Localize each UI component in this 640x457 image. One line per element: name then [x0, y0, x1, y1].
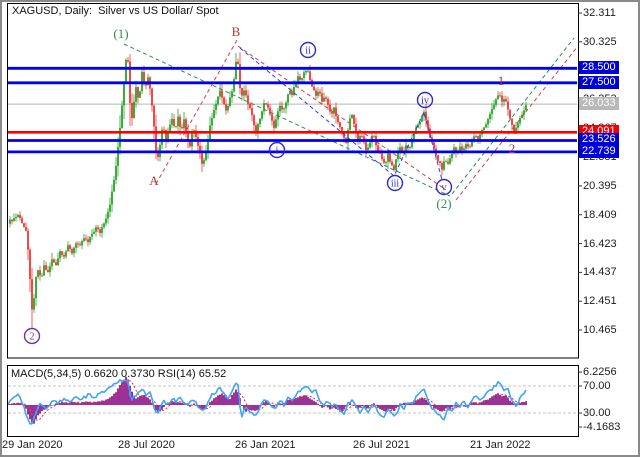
wave-label-iv-3[interactable]: iv — [416, 91, 434, 109]
main-panel-border — [7, 3, 579, 359]
svg-text:2: 2 — [30, 332, 35, 343]
chart-title: XAGUSD, Daily: Silver vs US Dollar/ Spot — [12, 5, 219, 17]
svg-text:i: i — [276, 146, 279, 157]
svg-text:iii: iii — [391, 179, 400, 190]
indicator-tick-30.00: 30.00 — [583, 407, 611, 419]
wave-label-2-11[interactable]: 2 — [23, 327, 41, 345]
x-axis-label-0: 29 Jan 2020 — [2, 439, 63, 451]
x-axis-label-2: 26 Jan 2021 — [235, 439, 296, 451]
wave-label-iii-7[interactable]: iii — [386, 174, 404, 192]
wave-label-1-4[interactable]: 1 — [498, 73, 505, 88]
x-axis-label-1: 28 Jul 2020 — [118, 439, 175, 451]
svg-text:1: 1 — [498, 73, 505, 88]
level-lines[interactable] — [8, 66, 577, 154]
svg-text:A: A — [149, 173, 159, 188]
rsi-line — [8, 378, 527, 425]
indicator-tick-6.2256: 6.2256 — [583, 366, 617, 379]
candlestick-series — [9, 52, 527, 329]
indicator-tick-70.00: 70.00 — [583, 380, 611, 392]
svg-text:2: 2 — [509, 141, 516, 156]
indicator-title: MACD(5,34,5) 0.6620 0.3730 RSI(14) 65.52 — [11, 368, 227, 380]
trend-line-red[interactable] — [155, 39, 238, 185]
indicator-tick--4.1683: -4.1683 — [583, 421, 621, 434]
price-tick-16.423: 16.423 — [583, 237, 617, 250]
wave-label-2-10[interactable]: 2 — [509, 141, 516, 156]
indicator-panel-border — [7, 365, 579, 437]
price-tick-20.395: 20.395 — [583, 179, 617, 192]
trend-line-red[interactable] — [237, 45, 447, 191]
x-axis-label-4: 21 Jan 2022 — [470, 439, 531, 451]
wave-label-v-8[interactable]: v — [435, 178, 453, 196]
wave-label-1-0[interactable]: (1) — [113, 26, 128, 41]
indicator-area[interactable] — [7, 376, 577, 425]
main-chart-area[interactable] — [8, 37, 578, 329]
wave-label-A-5[interactable]: A — [149, 173, 159, 188]
price-tick-32.311: 32.311 — [583, 7, 616, 19]
trend-line-blue[interactable] — [239, 47, 443, 181]
macd-signal-line — [8, 380, 527, 421]
price-tick-12.451: 12.451 — [583, 295, 617, 308]
svg-text:iv: iv — [421, 96, 429, 107]
price-tick-10.465: 10.465 — [583, 324, 617, 337]
trend-line-red[interactable] — [455, 46, 578, 201]
wave-label-B-1[interactable]: B — [232, 24, 241, 39]
svg-text:(1): (1) — [113, 26, 128, 41]
level-badge-28.500: 28.500 — [579, 61, 619, 75]
level-badge-27.500: 27.500 — [579, 75, 619, 89]
svg-text:B: B — [232, 24, 241, 39]
price-tick-18.409: 18.409 — [583, 208, 617, 221]
svg-text:v: v — [442, 183, 447, 194]
svg-text:ii: ii — [305, 46, 311, 57]
wave-label-ii-2[interactable]: ii — [299, 41, 317, 59]
wave-label-2-9[interactable]: (2) — [436, 196, 451, 211]
level-badge-23.526: 23.526 — [579, 133, 619, 147]
trend-line-green[interactable] — [451, 37, 575, 195]
x-axis-label-3: 26 Jul 2021 — [353, 439, 410, 451]
level-badge-22.739: 22.739 — [579, 144, 619, 158]
svg-text:(2): (2) — [436, 196, 451, 211]
price-tick-14.437: 14.437 — [583, 266, 617, 279]
wave-label-i-6[interactable]: i — [268, 141, 286, 159]
trend-line-green[interactable] — [123, 43, 451, 197]
price-tick-30.325: 30.325 — [583, 35, 617, 48]
current-price-badge: 26.033 — [579, 97, 619, 111]
